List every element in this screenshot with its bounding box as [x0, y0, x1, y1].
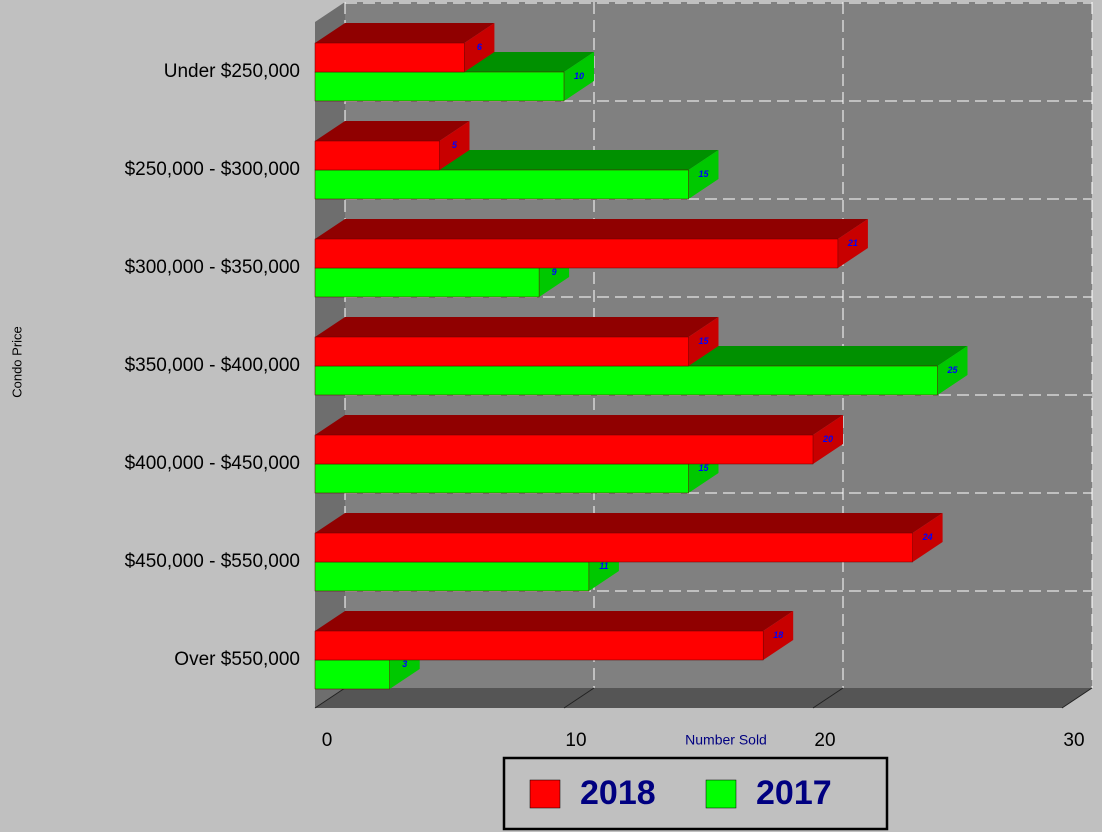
value-label: 3	[402, 659, 407, 669]
bar	[314, 611, 794, 661]
y-axis-label: Condo Price	[9, 326, 24, 398]
bar-top	[315, 23, 495, 43]
value-label: 15	[698, 169, 709, 179]
bar	[314, 121, 470, 171]
y-tick-label: Over $550,000	[174, 649, 300, 670]
bar	[314, 415, 843, 465]
bar-top	[315, 317, 719, 337]
bar-side	[813, 415, 843, 464]
bar-top	[315, 121, 470, 141]
bar-front	[314, 630, 764, 661]
x-axis-label: Number Sold	[685, 732, 767, 748]
value-label: 15	[698, 463, 709, 473]
value-label: 5	[452, 140, 458, 150]
value-label: 11	[599, 561, 608, 571]
floor	[315, 688, 1092, 708]
bar-front	[314, 532, 913, 563]
bar-side	[564, 52, 594, 101]
legend-label: 2017	[756, 774, 832, 812]
floor-grid-line	[812, 687, 844, 709]
y-tick-label: $400,000 - $450,000	[125, 453, 300, 474]
value-label: 25	[946, 365, 958, 375]
bar-side	[464, 23, 495, 72]
floor-grid-line	[1061, 687, 1093, 709]
bar	[314, 317, 719, 367]
bar-front	[314, 238, 839, 269]
bar-front	[314, 561, 590, 592]
bar-front	[314, 659, 390, 690]
value-label: 20	[822, 434, 833, 444]
y-tick-label: $250,000 - $300,000	[125, 159, 300, 180]
bar-top	[315, 219, 868, 239]
bar-side	[837, 219, 868, 268]
bar-side	[688, 150, 719, 199]
value-label: 18	[773, 630, 783, 640]
bar-side	[937, 346, 968, 395]
legend-swatch	[705, 779, 737, 809]
x-tick-label: 30	[1063, 730, 1084, 751]
bar-front	[314, 434, 814, 465]
row-grid	[345, 2, 1092, 592]
value-label: 10	[574, 71, 584, 81]
bar-side	[763, 611, 794, 660]
y-tick-label: $350,000 - $400,000	[125, 355, 300, 376]
x-tick-label: 0	[322, 730, 333, 751]
x-tick-label: 10	[565, 730, 586, 751]
value-label: 6	[477, 42, 483, 52]
floor-grid-line	[563, 687, 595, 709]
bar-top	[315, 415, 843, 435]
bar-front	[314, 169, 689, 200]
legend-swatch	[529, 779, 561, 809]
value-label: 24	[922, 532, 933, 542]
bar-front	[314, 42, 465, 73]
y-tick-label: Under $250,000	[164, 61, 300, 82]
bar-front	[314, 365, 938, 396]
bar-top	[315, 611, 794, 631]
bar	[314, 219, 868, 269]
bar-front	[314, 267, 540, 298]
value-label: 15	[698, 336, 709, 346]
y-tick-label: $300,000 - $350,000	[125, 257, 300, 278]
bar-front	[314, 463, 689, 494]
x-tick-label: 20	[814, 730, 835, 751]
legend-label: 2018	[580, 774, 656, 812]
bar-top	[315, 513, 943, 533]
y-tick-label: $450,000 - $550,000	[125, 551, 300, 572]
bar-side	[439, 121, 470, 170]
bar-front	[314, 140, 440, 171]
bar-front	[314, 71, 565, 102]
bar-front	[314, 336, 689, 367]
bar-side	[912, 513, 943, 562]
value-label: 9	[552, 267, 557, 277]
bar-side	[688, 317, 719, 366]
floor-grid-line	[314, 687, 346, 709]
bar	[314, 23, 495, 73]
legend-box	[502, 756, 889, 831]
bar	[314, 513, 943, 563]
value-label: 21	[847, 238, 858, 248]
